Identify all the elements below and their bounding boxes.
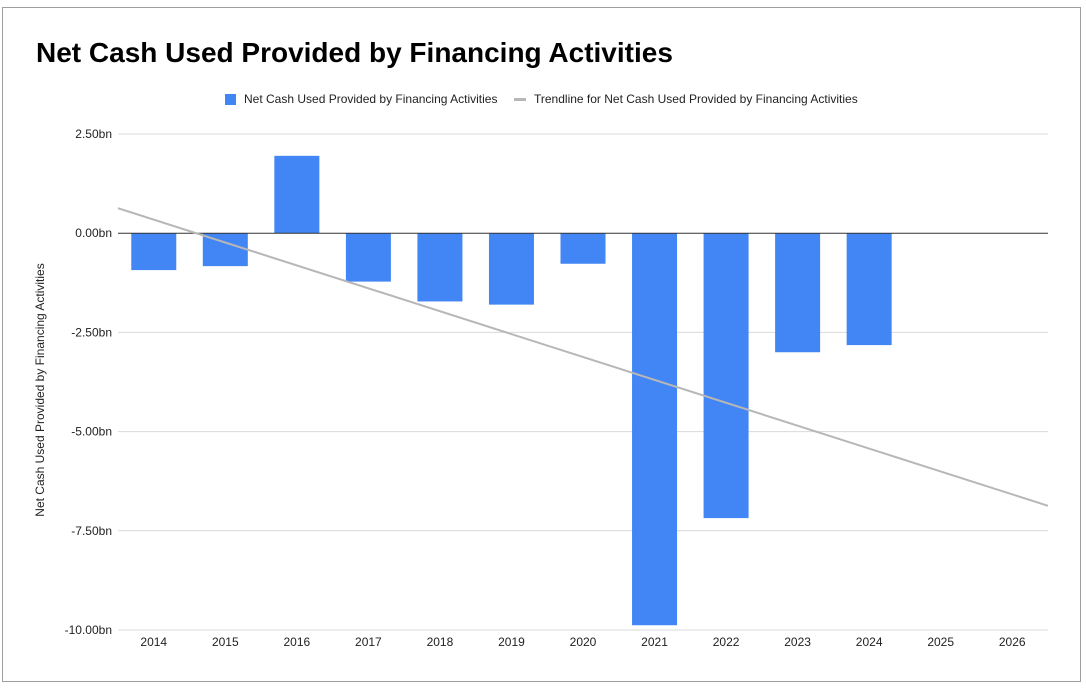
legend: Net Cash Used Provided by Financing Acti…	[0, 90, 1086, 110]
x-tick-label: 2026	[999, 635, 1026, 649]
bar-2024	[846, 233, 892, 346]
legend-label-trendline: Trendline for Net Cash Used Provided by …	[534, 92, 858, 106]
x-tick-label: 2017	[355, 635, 382, 649]
x-tick-label: 2021	[641, 635, 668, 649]
bar-2019	[488, 233, 534, 305]
y-tick-label: 0.00bn	[75, 226, 112, 240]
y-tick-label: 2.50bn	[75, 127, 112, 141]
legend-swatch-trendline	[514, 98, 526, 101]
bar-2016	[274, 155, 320, 234]
x-tick-label: 2025	[927, 635, 954, 649]
x-tick-label: 2014	[140, 635, 167, 649]
bar-2018	[417, 233, 463, 302]
x-tick-label: 2016	[283, 635, 310, 649]
bar-2023	[775, 233, 821, 353]
chart-title: Net Cash Used Provided by Financing Acti…	[36, 37, 673, 68]
bar-2022	[703, 233, 749, 519]
x-tick-label: 2023	[784, 635, 811, 649]
bar-2017	[345, 233, 391, 282]
y-tick-label: -2.50bn	[71, 325, 112, 339]
y-tick-label: -5.00bn	[71, 425, 112, 439]
trendline	[117, 207, 1049, 507]
bar-2021	[632, 233, 678, 626]
y-tick-label: -7.50bn	[71, 524, 112, 538]
bar-2020	[560, 233, 606, 264]
bar-2014	[131, 233, 177, 271]
x-tick-label: 2024	[856, 635, 883, 649]
y-tick-label: -10.00bn	[65, 623, 112, 637]
x-tick-label: 2022	[713, 635, 740, 649]
x-tick-label: 2015	[212, 635, 239, 649]
legend-label-bars: Net Cash Used Provided by Financing Acti…	[244, 92, 498, 106]
x-tick-label: 2020	[570, 635, 597, 649]
x-tick-label: 2019	[498, 635, 525, 649]
x-tick-label: 2018	[427, 635, 454, 649]
legend-swatch-bars	[225, 94, 236, 105]
